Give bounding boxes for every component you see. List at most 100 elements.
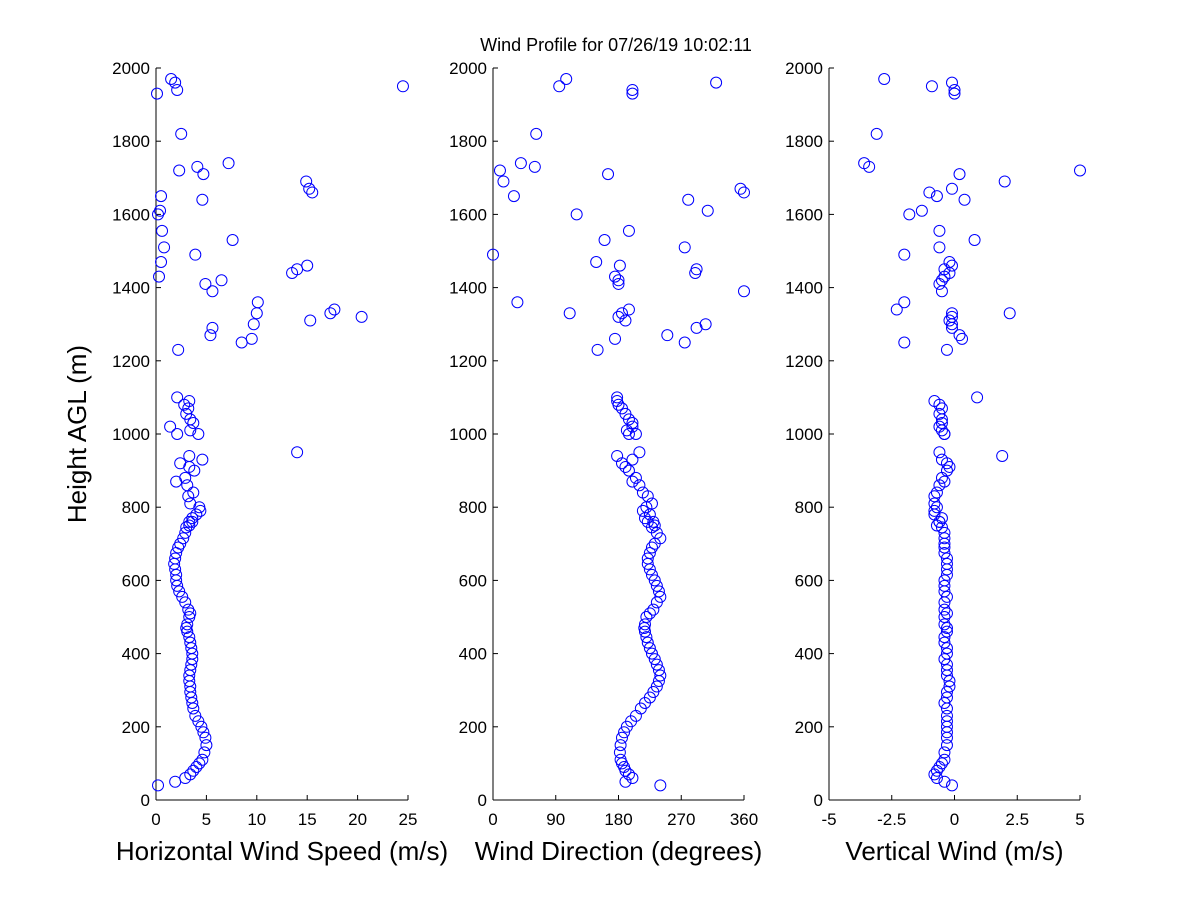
horizontal-wind-speed-data-point: [171, 391, 184, 404]
vertical-wind-data-point: [938, 653, 951, 666]
vertical-wind-data-point: [940, 642, 953, 655]
wind-direction-data-point: [602, 168, 615, 181]
vertical-wind-data-point: [938, 475, 951, 488]
vertical-wind-data-point: [945, 307, 958, 320]
vertical-wind-x-tick-label: -2.5: [877, 810, 906, 829]
horizontal-wind-speed-data-point: [304, 314, 317, 327]
wind-direction-data-point: [626, 772, 639, 785]
wind-direction-y-tick-label: 2000: [449, 59, 487, 78]
horizontal-wind-speed-x-tick-label: 25: [399, 810, 418, 829]
wind-direction-data-point: [626, 420, 639, 433]
wind-direction-y-tick-label: 1600: [449, 205, 487, 224]
wind-direction-data-point: [652, 664, 665, 677]
wind-direction-data-point: [487, 248, 499, 261]
wind-direction-data-point: [629, 471, 642, 484]
wind-direction-data-point: [682, 193, 695, 206]
vertical-wind-data-point: [938, 579, 951, 592]
vertical-wind-data-point: [890, 303, 903, 316]
horizontal-wind-speed-data-point: [183, 395, 196, 408]
vertical-wind-data-point: [998, 175, 1011, 188]
vertical-wind-data-point: [938, 532, 951, 545]
horizontal-wind-speed-data-point: [181, 479, 194, 492]
horizontal-wind-speed-data-point: [152, 779, 165, 792]
horizontal-wind-speed-x-tick-label: 0: [151, 810, 160, 829]
horizontal-wind-speed-x-tick-label: 10: [247, 810, 266, 829]
horizontal-wind-speed-data-point: [183, 515, 196, 528]
wind-direction-data-point: [678, 336, 691, 349]
horizontal-wind-speed-data-point: [173, 164, 186, 177]
vertical-wind-data-point: [948, 83, 961, 96]
wind-direction-data-point: [626, 453, 639, 466]
wind-direction-data-point: [638, 625, 651, 638]
vertical-wind-data-point: [958, 193, 971, 206]
wind-direction-x-tick-label: 270: [667, 810, 695, 829]
horizontal-wind-speed-data-point: [176, 590, 189, 603]
vertical-wind-data-point: [945, 259, 958, 272]
vertical-wind-data-point: [945, 76, 958, 89]
wind-direction-data-point: [611, 449, 624, 462]
wind-direction-data-point: [629, 428, 642, 440]
wind-direction-data-point: [641, 636, 654, 649]
horizontal-wind-speed-data-point: [189, 709, 202, 722]
vertical-wind-data-point: [935, 417, 948, 430]
vertical-wind-data-point: [938, 631, 951, 644]
wind-direction-data-point: [626, 87, 639, 100]
vertical-wind-data-point: [938, 697, 951, 710]
panel-vertical-wind: 0 200 400 600 800 1000 1200 1400 1600 1800 2000 -5 -…: [785, 59, 1086, 866]
horizontal-wind-speed-data-point: [286, 266, 299, 279]
wind-direction-data-point: [622, 303, 635, 316]
wind-direction-y-tick-label: 1800: [449, 132, 487, 151]
horizontal-wind-speed-data-point: [303, 182, 316, 195]
wind-direction-data-point: [612, 277, 625, 290]
wind-direction-data-point: [613, 746, 626, 759]
vertical-wind-data-point: [940, 621, 953, 634]
wind-direction-data-point: [493, 164, 506, 177]
wind-direction-data-point: [738, 186, 750, 199]
horizontal-wind-speed-data-point: [192, 428, 205, 440]
wind-direction-data-point: [570, 208, 583, 221]
horizontal-wind-speed-data-point: [152, 208, 165, 221]
horizontal-wind-speed-data-point: [155, 255, 168, 268]
horizontal-wind-speed-data-point: [187, 417, 200, 430]
wind-direction-data-point: [553, 80, 566, 93]
vertical-wind-data-point: [930, 486, 943, 499]
wind-direction-data-point: [699, 318, 712, 331]
wind-direction-data-point: [648, 574, 661, 587]
wind-direction-x-axis-label: Wind Direction (degrees): [475, 836, 763, 866]
wind-direction-data-point: [612, 310, 625, 323]
wind-direction-data-point: [626, 83, 639, 96]
vertical-wind-data-point: [928, 395, 941, 408]
wind-direction-data-point: [643, 607, 656, 620]
horizontal-wind-speed-x-tick-label: 15: [298, 810, 317, 829]
horizontal-wind-speed-data-point: [151, 87, 164, 100]
vertical-wind-data-point: [940, 686, 953, 699]
vertical-wind-data-point: [968, 234, 981, 247]
vertical-wind-x-tick-label: 0: [950, 810, 959, 829]
vertical-wind-data-point: [930, 772, 943, 785]
horizontal-wind-speed-data-point: [179, 596, 192, 609]
vertical-wind-data-point: [870, 127, 883, 140]
horizontal-wind-speed-y-tick-label: 2000: [112, 59, 150, 78]
vertical-wind-data-point: [935, 521, 948, 534]
horizontal-wind-speed-data-point: [169, 76, 182, 89]
vertical-wind-data-point: [930, 190, 943, 203]
horizontal-wind-speed-data-point: [197, 726, 210, 739]
horizontal-wind-speed-data-point: [183, 631, 196, 644]
horizontal-wind-speed-data-point: [174, 457, 187, 470]
wind-direction-data-point: [609, 332, 622, 345]
horizontal-wind-speed-data-point: [171, 83, 184, 96]
wind-direction-data-point: [615, 731, 628, 744]
vertical-wind-data-point: [933, 515, 946, 528]
vertical-wind-data-point: [948, 87, 961, 100]
vertical-wind-x-tick-label: -5: [821, 810, 836, 829]
vertical-wind-data-point: [858, 157, 871, 170]
vertical-wind-data-point: [938, 746, 951, 759]
horizontal-wind-speed-data-point: [191, 160, 204, 173]
horizontal-wind-speed-data-point: [169, 552, 182, 565]
wind-direction-data-point: [650, 579, 663, 592]
vertical-wind-data-point: [943, 314, 956, 327]
horizontal-wind-speed-data-point: [199, 277, 212, 290]
vertical-wind-data-point: [933, 407, 946, 420]
vertical-wind-data-point: [878, 72, 891, 85]
